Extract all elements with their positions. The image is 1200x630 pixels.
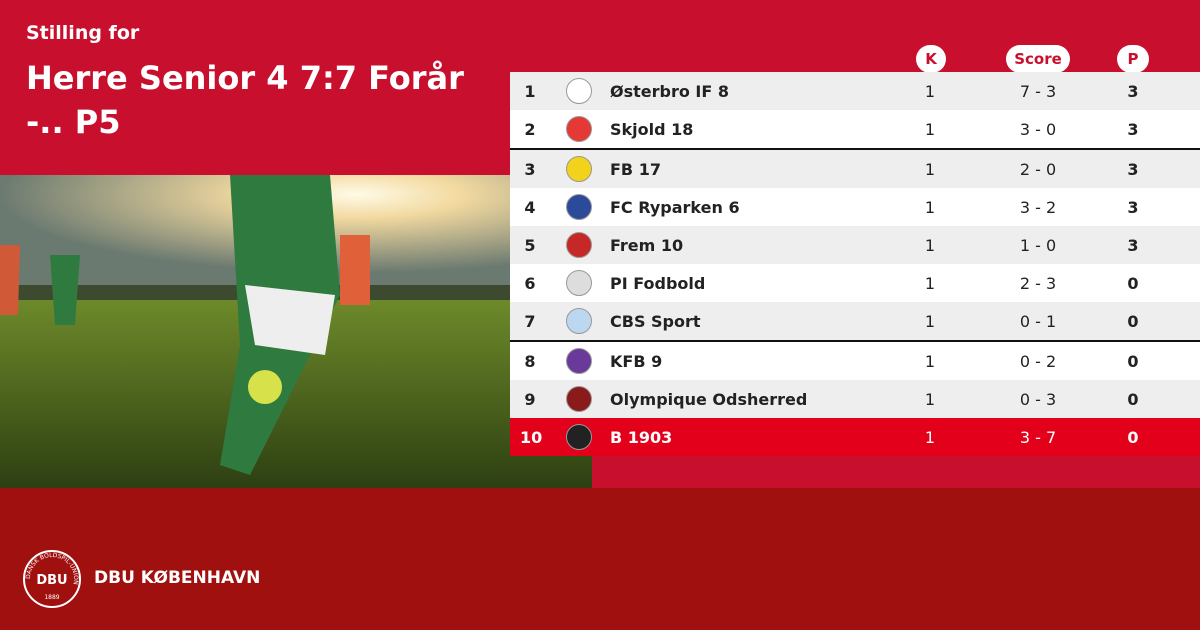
team-logo [566,308,592,334]
points: 0 [1127,428,1139,447]
team-name: FB 17 [610,160,661,179]
score: 2 - 0 [1019,160,1057,179]
matches: 1 [924,120,936,139]
points: 0 [1127,352,1139,371]
score: 3 - 7 [1019,428,1057,447]
score: 0 - 2 [1019,352,1057,371]
points: 3 [1127,82,1139,101]
points: 0 [1127,312,1139,331]
matches: 1 [924,274,936,293]
team-name: PI Fodbold [610,274,706,293]
team-logo [566,270,592,296]
table-row: 6 PI Fodbold 1 2 - 3 0 [510,264,1200,302]
points: 3 [1127,120,1139,139]
table-row: 4 FC Ryparken 6 1 3 - 2 3 [510,188,1200,226]
rank: 7 [524,312,536,331]
column-header: P [1117,45,1149,73]
rank: 1 [524,82,536,101]
points: 0 [1127,390,1139,409]
matches: 1 [924,428,936,447]
table-row: 5 Frem 10 1 1 - 0 3 [510,226,1200,264]
logo-text: DBU [36,573,67,588]
team-name: Olympique Odsherred [610,390,808,409]
team-logo [566,78,592,104]
team-logo [566,116,592,142]
footer-band [0,488,1200,630]
column-header: K [916,45,946,73]
team-logo [566,386,592,412]
rank: 10 [520,428,543,447]
matches: 1 [924,236,936,255]
team-name: Skjold 18 [610,120,694,139]
matches: 1 [924,198,936,217]
team-name: CBS Sport [610,312,701,331]
table-row: 8 KFB 9 1 0 - 2 0 [510,340,1200,380]
matches: 1 [924,82,936,101]
score: 2 - 3 [1019,274,1057,293]
score: 3 - 2 [1019,198,1057,217]
dbu-logo: DANSK BOLDSPIL-UNION 1889 DBU [23,550,81,608]
table-row: 10 B 1903 1 3 - 7 0 [510,418,1200,456]
table-row: 7 CBS Sport 1 0 - 1 0 [510,302,1200,340]
team-logo [566,232,592,258]
team-name: KFB 9 [610,352,663,371]
matches: 1 [924,160,936,179]
matches: 1 [924,352,936,371]
score: 1 - 0 [1019,236,1057,255]
team-logo [566,348,592,374]
table-row: 3 FB 17 1 2 - 0 3 [510,148,1200,188]
brand: DBU KØBENHAVN [94,568,261,588]
column-header: Score [1006,45,1070,73]
table-row: 1 Østerbro IF 8 1 7 - 3 3 [510,72,1200,110]
table-row: 2 Skjold 18 1 3 - 0 3 [510,110,1200,148]
score: 7 - 3 [1019,82,1057,101]
matches: 1 [924,390,936,409]
title: Herre Senior 4 7:7 Forår -.. P5 [26,59,464,141]
team-logo [566,424,592,450]
logo-ring [23,550,81,608]
table-row: 9 Olympique Odsherred 1 0 - 3 0 [510,380,1200,418]
team-name: B 1903 [610,428,673,447]
points: 3 [1127,160,1139,179]
logo-year: 1889 [44,594,59,601]
rank: 9 [524,390,536,409]
rank: 4 [524,198,536,217]
points: 3 [1127,236,1139,255]
rank: 2 [524,120,536,139]
points: 0 [1127,274,1139,293]
team-logo [566,194,592,220]
team-logo [566,156,592,182]
score: 3 - 0 [1019,120,1057,139]
standings-table: 1 Østerbro IF 8 1 7 - 3 3 2 Skjold 18 1 3 - 0 3 3 F… [510,72,1200,456]
photo [0,175,592,488]
score: 0 - 1 [1019,312,1057,331]
rank: 8 [524,352,536,371]
score: 0 - 3 [1019,390,1057,409]
team-name: Frem 10 [610,236,684,255]
points: 3 [1127,198,1139,217]
rank: 6 [524,274,536,293]
rank: 5 [524,236,536,255]
team-name: Østerbro IF 8 [610,82,730,101]
subtitle: Stilling for [26,22,140,44]
team-name: FC Ryparken 6 [610,198,740,217]
rank: 3 [524,160,536,179]
matches: 1 [924,312,936,331]
